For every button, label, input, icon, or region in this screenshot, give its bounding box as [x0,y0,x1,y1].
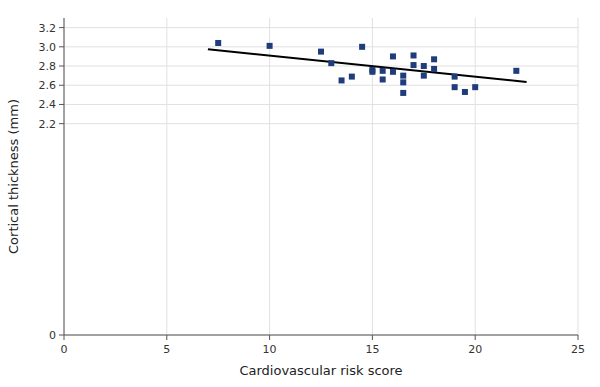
scatter-point [380,68,386,74]
scatter-point [421,63,427,69]
scatter-point [390,53,396,59]
tick-label-y: 2.2 [39,118,57,131]
tick-y [59,66,64,67]
tick-y [59,27,64,28]
tick-label-x: 25 [571,343,585,356]
axes: 0 5 10 15 20 25 0 2.2 2.4 2.6 2.8 3.0 3.2 [39,18,586,356]
scatter-point [380,76,386,82]
scatter-point [318,49,324,55]
scatter-point [513,68,519,74]
grid-line-y [64,27,578,28]
tick-label-y: 3.2 [39,22,57,35]
tick-y [59,104,64,105]
grid [64,18,578,335]
tick-label-y: 0 [49,329,56,342]
tick-label-x: 5 [163,343,170,356]
scatter-point [339,77,345,83]
scatter-point [472,84,478,90]
plot-area [208,40,527,96]
tick-x [372,335,373,340]
grid-line-y [64,46,578,47]
tick-label-x: 15 [365,343,379,356]
y-axis-label: Cortical thickness (mm) [6,99,21,254]
grid-line-y [64,335,578,336]
tick-y [59,335,64,336]
tick-label-x: 10 [263,343,277,356]
tick-x [64,335,65,340]
scatter-point [349,74,355,80]
tick-label-y: 2.8 [39,60,57,73]
tick-x [269,335,270,340]
axis-y [64,18,65,335]
tick-y [59,46,64,47]
tick-x [475,335,476,340]
scatter-point [359,44,365,50]
tick-label-y: 3.0 [39,41,57,54]
grid-line-x [64,18,65,335]
chart-container: 0 5 10 15 20 25 0 2.2 2.4 2.6 2.8 3.0 3.2 Cardiovascu… [0,0,600,387]
regression-line [208,49,527,82]
chart: 0 5 10 15 20 25 0 2.2 2.4 2.6 2.8 3.0 3.2 Cardiovascu… [0,0,600,387]
scatter-point [369,69,375,75]
scatter-point [452,74,458,80]
scatter-point [215,40,221,46]
x-axis-label: Cardiovascular risk score [239,363,402,378]
tick-y [59,85,64,86]
scatter-point [400,90,406,96]
scatter-point [411,62,417,68]
grid-line-y [64,85,578,86]
tick-x [578,335,579,340]
tick-x [166,335,167,340]
grid-line-y [64,66,578,67]
scatter-point [462,89,468,95]
scatter-point [431,66,437,72]
scatter-point [390,69,396,75]
tick-label-x: 20 [468,343,482,356]
tick-label-y: 2.4 [39,98,57,111]
axis-x [64,335,578,336]
scatter-point [400,79,406,85]
scatter-point [421,73,427,79]
scatter-point [452,84,458,90]
grid-line-y [64,123,578,124]
tick-label-x: 0 [61,343,68,356]
scatter-point [267,43,273,49]
scatter-point [411,52,417,58]
tick-label-y: 2.6 [39,79,57,92]
scatter-point [431,56,437,62]
grid-line-y [64,104,578,105]
tick-y [59,123,64,124]
scatter-point [328,60,334,66]
scatter-point [400,73,406,79]
